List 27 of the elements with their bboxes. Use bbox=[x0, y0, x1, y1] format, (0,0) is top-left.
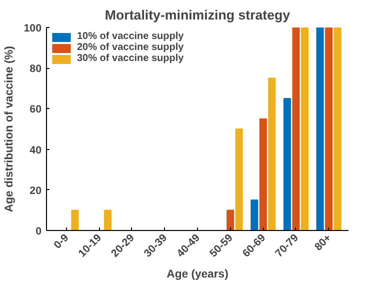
bar bbox=[259, 118, 267, 230]
bar bbox=[226, 210, 234, 230]
y-tick-label: 60 bbox=[30, 104, 42, 116]
y-tick-label: 0 bbox=[36, 226, 42, 238]
bar bbox=[283, 98, 292, 230]
y-tick-label: 80 bbox=[30, 63, 42, 76]
y-axis-title: Age distribution of vaccine (%) bbox=[4, 46, 16, 212]
bar bbox=[268, 78, 276, 230]
bar bbox=[325, 28, 333, 230]
bar bbox=[235, 128, 243, 230]
bar bbox=[300, 28, 309, 230]
chart-title: Mortality-minimizing strategy bbox=[104, 8, 291, 22]
y-tick-label: 100 bbox=[24, 22, 42, 34]
bar bbox=[316, 28, 324, 230]
x-axis-title: Age (years) bbox=[166, 268, 229, 280]
y-tick-label: 20 bbox=[30, 184, 42, 197]
bar bbox=[292, 28, 300, 230]
bar bbox=[250, 200, 258, 230]
x-tick-label: 0-9 bbox=[52, 232, 72, 252]
bar bbox=[71, 210, 79, 230]
bar bbox=[104, 210, 112, 230]
y-tick-label: 40 bbox=[30, 144, 42, 156]
bar bbox=[334, 28, 342, 230]
legend-label: 20% of vaccine supply bbox=[77, 42, 184, 53]
legend-label: 30% of vaccine supply bbox=[77, 53, 184, 64]
legend-label: 10% of vaccine supply bbox=[77, 31, 184, 42]
x-tick-label: 80+ bbox=[312, 232, 334, 254]
